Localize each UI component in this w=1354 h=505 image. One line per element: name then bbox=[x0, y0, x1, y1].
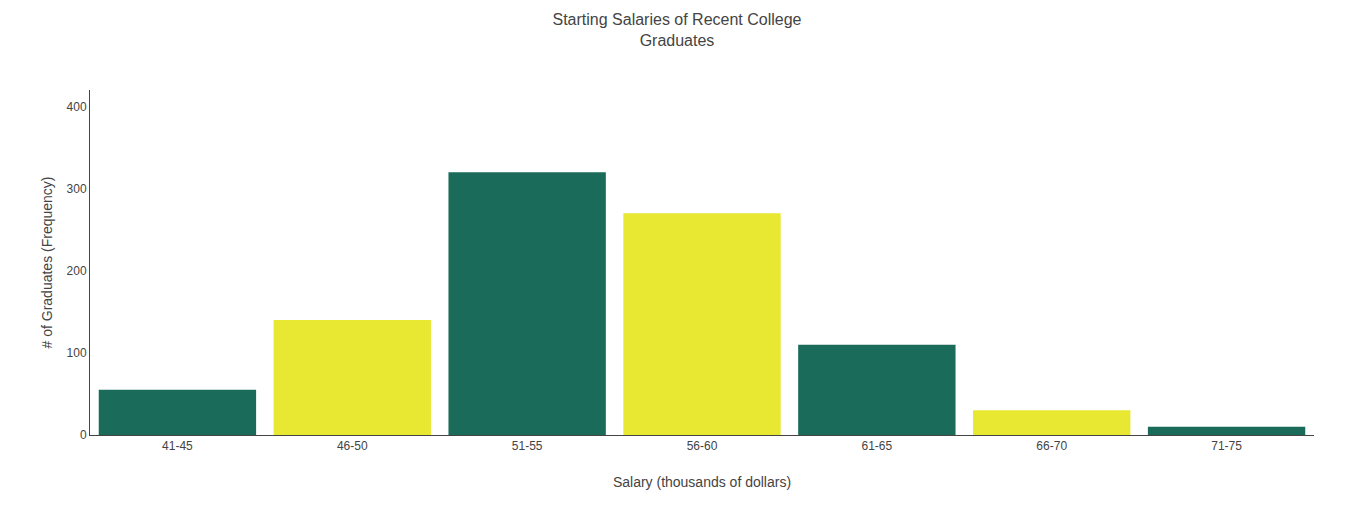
svg-text:400: 400 bbox=[67, 100, 87, 114]
svg-text:0: 0 bbox=[80, 428, 87, 442]
svg-text:51-55: 51-55 bbox=[512, 439, 543, 453]
svg-text:66-70: 66-70 bbox=[1036, 439, 1067, 453]
svg-text:300: 300 bbox=[67, 182, 87, 196]
svg-text:# of Graduates (Frequency): # of Graduates (Frequency) bbox=[39, 177, 55, 349]
svg-text:Salary (thousands of dollars): Salary (thousands of dollars) bbox=[613, 474, 791, 490]
svg-text:41-45: 41-45 bbox=[162, 439, 193, 453]
svg-text:200: 200 bbox=[67, 264, 87, 278]
svg-text:71-75: 71-75 bbox=[1211, 439, 1242, 453]
svg-text:61-65: 61-65 bbox=[862, 439, 893, 453]
svg-text:56-60: 56-60 bbox=[687, 439, 718, 453]
svg-text:100: 100 bbox=[67, 346, 87, 360]
svg-text:46-50: 46-50 bbox=[337, 439, 368, 453]
svg-text:Starting Salaries of Recent Co: Starting Salaries of Recent CollegeGradu… bbox=[552, 11, 801, 49]
